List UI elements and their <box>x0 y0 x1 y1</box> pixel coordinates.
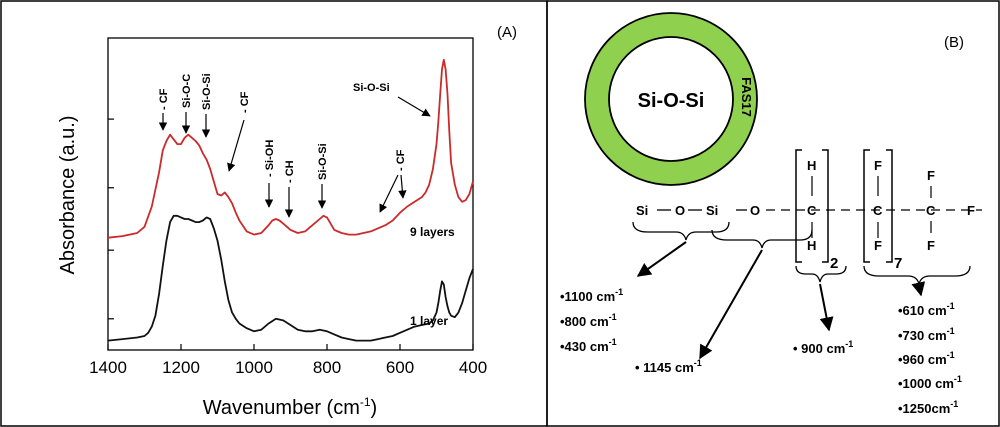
annotation-ch: - CH <box>284 160 296 218</box>
atom-f-bottom: F <box>874 238 882 253</box>
atom-si-2: Si <box>706 203 718 218</box>
annotation-cf-3: - CF <box>379 149 407 213</box>
brace-si-o-c <box>711 229 813 249</box>
annotation-cf-2: - CF <box>227 91 251 172</box>
atom-f-bottom-2: F <box>927 238 935 253</box>
annotation-si-o-si-2: Si-O-Si <box>317 143 329 209</box>
atom-f-top: F <box>874 158 882 173</box>
wavenumber-item: •1250cm-1 <box>898 399 958 416</box>
annotation-label: - CF <box>395 149 407 171</box>
list-ch: • 900 cm-1 <box>793 339 853 356</box>
x-axis-label: Wavenumber (cm-1) <box>203 395 377 419</box>
plot-area <box>107 37 474 351</box>
brace-ch2 <box>795 265 847 283</box>
brace-si-o-si <box>632 221 730 241</box>
core-label: Si-O-Si <box>638 90 705 112</box>
atom-si-1: Si <box>636 203 648 218</box>
core-shell-ring: Si-O-Si FAS17 <box>584 12 758 186</box>
atom-f-end: F <box>967 203 975 218</box>
group-arrows <box>636 241 926 360</box>
wavenumber-item: • 1145 cm-1 <box>635 358 702 375</box>
atom-h-top: H <box>807 158 816 173</box>
subscript-cf2: 7 <box>894 255 902 272</box>
wavenumber-item: •960 cm-1 <box>898 350 955 367</box>
brace-cf <box>863 265 971 285</box>
panel-b-label: (B) <box>944 34 964 51</box>
y-axis-label: Absorbance (a.u.) <box>57 116 79 275</box>
list-si-o-c: • 1145 cm-1 <box>635 358 702 375</box>
series-label-9-layers: 9 layers <box>410 225 455 239</box>
wavenumber-item: •1100 cm-1 <box>560 287 623 304</box>
wavenumber-item: •1000 cm-1 <box>898 374 962 391</box>
series-label-1-layer: 1 layer <box>410 314 448 328</box>
wavenumber-item: • 900 cm-1 <box>793 339 853 356</box>
x-tick-label: 1400 <box>89 358 127 377</box>
annotation-label: Si-O-Si <box>201 73 213 110</box>
x-axis-label-sup: -1 <box>360 395 371 409</box>
annotation-si-o-si-1: Si-O-Si <box>201 73 213 138</box>
x-axis-label-text: Wavenumber (cm <box>203 397 360 419</box>
wavenumber-item: •730 cm-1 <box>898 326 955 343</box>
list-si-o-si: •1100 cm-1 •800 cm-1 •430 cm-1 <box>560 287 623 354</box>
subscript-ch2: 2 <box>830 255 838 272</box>
annotation-si-o-c: Si-O-C <box>181 74 193 134</box>
x-axis-ticks: 1400 1200 1000 800 600 400 <box>89 344 487 377</box>
atom-o-2: O <box>750 203 760 218</box>
wavenumber-item: •610 cm-1 <box>898 301 955 318</box>
annotation-label: - CF <box>239 91 251 113</box>
x-tick-label: 400 <box>459 358 487 377</box>
x-tick-label: 600 <box>386 358 414 377</box>
annotation-label: - CF <box>158 88 170 110</box>
panel-a-label: (A) <box>497 24 517 41</box>
wavenumber-item: •430 cm-1 <box>560 337 617 354</box>
annotation-cf-1: - CF <box>158 88 170 131</box>
annotation-label: Si-O-Si <box>317 143 329 180</box>
wavenumber-item: •800 cm-1 <box>560 312 617 329</box>
x-axis-label-close: ) <box>371 397 378 419</box>
atom-c-1: C <box>807 203 817 218</box>
si-o-si-core <box>608 36 734 162</box>
atom-o-1: O <box>675 203 685 218</box>
annotation-label: - Si-OH <box>264 140 276 177</box>
panel-b-frame <box>546 0 1000 427</box>
annotation-label: Si-O-C <box>181 74 193 108</box>
series-line-9-layers <box>107 58 474 239</box>
x-tick-label: 1200 <box>162 358 200 377</box>
x-tick-label: 800 <box>313 358 341 377</box>
annotation-si-oh: - Si-OH <box>264 140 276 208</box>
series-line-1-layer <box>107 214 474 342</box>
series-layer <box>107 58 474 342</box>
annotation-label: - CH <box>284 160 296 183</box>
list-cf: •610 cm-1 •730 cm-1 •960 cm-1 •1000 cm-1… <box>898 301 962 416</box>
shell-label: FAS17 <box>739 77 754 117</box>
x-tick-label: 1000 <box>235 358 273 377</box>
atom-c-3: C <box>926 203 936 218</box>
atom-c-2: C <box>873 203 883 218</box>
group-braces <box>632 221 971 285</box>
y-axis-ticks <box>108 118 114 320</box>
atom-f-top-2: F <box>927 168 935 183</box>
annotation-label: Si-O-Si <box>353 82 390 94</box>
annotation-si-o-si-3: Si-O-Si <box>353 82 431 117</box>
atom-h-bottom: H <box>807 238 816 253</box>
